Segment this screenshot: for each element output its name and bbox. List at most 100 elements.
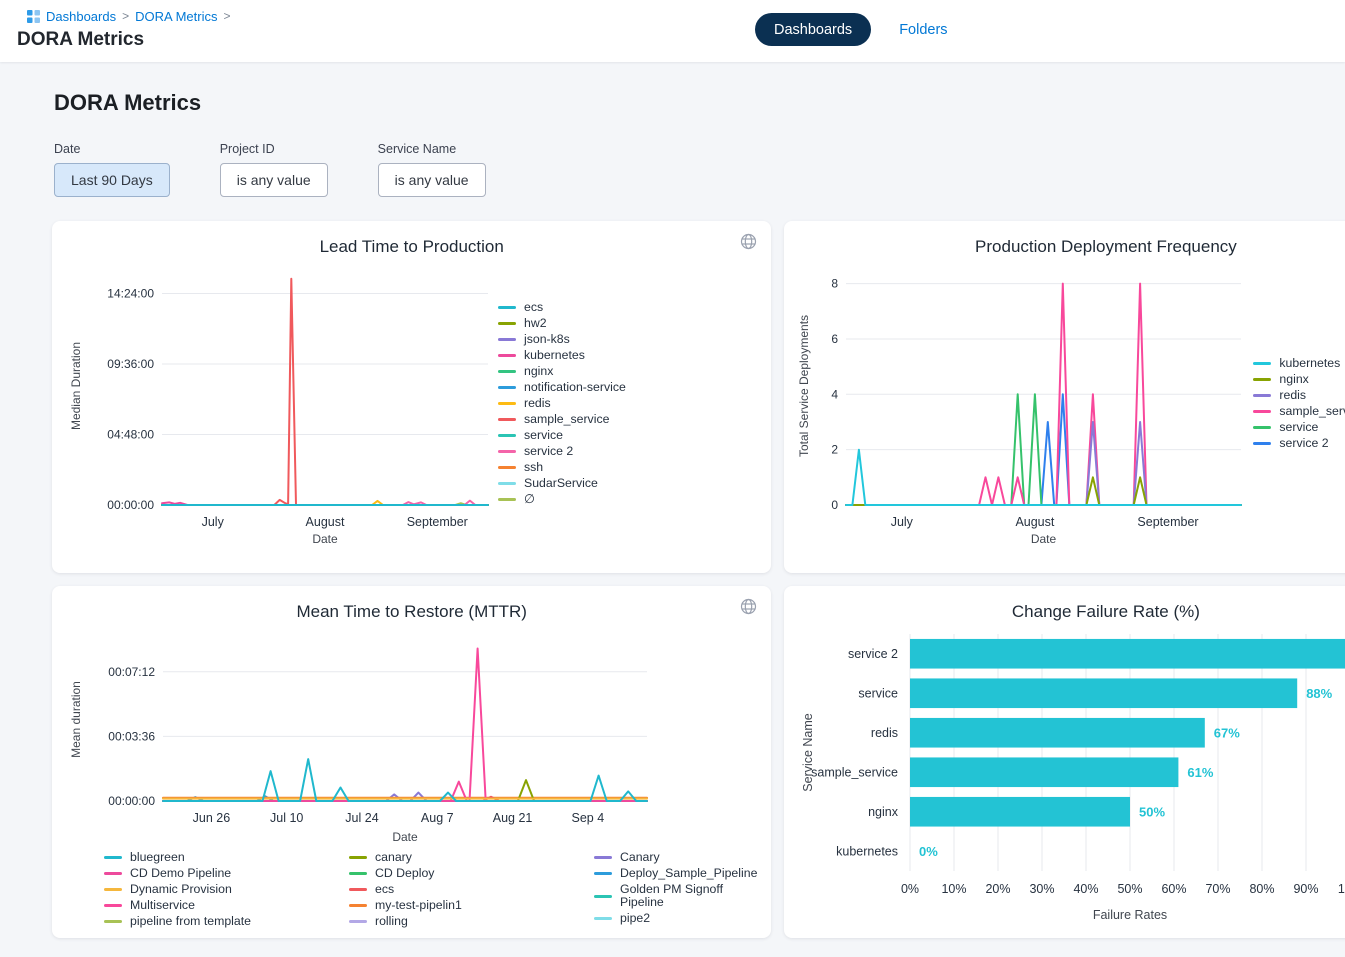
legend-item[interactable]: json-k8s <box>498 331 658 346</box>
legend-swatch <box>498 385 516 389</box>
deployment-frequency-chart[interactable]: 0 2 4 6 8 July August September Date Total Servic… <box>798 257 1253 549</box>
legend-item[interactable]: redis <box>498 396 658 410</box>
legend-swatch <box>498 433 516 437</box>
svg-text:Service Name: Service Name <box>801 713 815 792</box>
svg-text:Jul 24: Jul 24 <box>345 811 378 825</box>
legend-item[interactable]: Dynamic Provision <box>104 883 349 896</box>
legend-label: nginx <box>1279 371 1309 386</box>
svg-text:00:00:00: 00:00:00 <box>107 498 154 512</box>
page-title: DORA Metrics <box>17 29 145 50</box>
globe-icon[interactable] <box>738 231 759 255</box>
legend-item[interactable]: CD Demo Pipeline <box>104 867 349 880</box>
legend-swatch <box>349 904 367 907</box>
legend-item[interactable]: pipe2 <box>594 912 757 925</box>
svg-text:80%: 80% <box>1250 882 1275 896</box>
breadcrumb: Dashboards > DORA Metrics > <box>27 7 1321 25</box>
tab-folders[interactable]: Folders <box>899 21 948 38</box>
svg-text:Aug 21: Aug 21 <box>493 811 533 825</box>
legend-label: bluegreen <box>130 850 185 864</box>
svg-text:July: July <box>891 515 914 529</box>
legend-item[interactable]: nginx <box>498 364 658 378</box>
svg-text:redis: redis <box>871 726 898 740</box>
legend-item[interactable]: bluegreen <box>104 851 349 864</box>
legend-item[interactable]: kubernetes <box>1253 356 1345 370</box>
card-production-deployment-frequency: Production Deployment Frequency 0 2 4 6 8 Jul… <box>784 221 1345 573</box>
dashboards-grid-icon <box>27 9 40 23</box>
legend-item[interactable]: canary <box>349 851 594 864</box>
top-header: Dashboards > DORA Metrics > DORA Metrics… <box>0 0 1345 62</box>
legend-item[interactable]: SudarService <box>498 475 658 490</box>
legend-label: SudarService <box>524 475 598 490</box>
legend-label: CD Deploy <box>375 866 435 880</box>
legend-column: Canary Deploy_Sample_Pipeline Golden PM Si… <box>594 851 757 928</box>
legend-swatch <box>349 920 367 923</box>
legend-item[interactable]: Canary <box>594 851 757 864</box>
legend-item[interactable]: redis <box>1253 387 1345 402</box>
svg-text:Failure Rates: Failure Rates <box>1093 908 1167 922</box>
filter-service-name: Service Name is any value <box>377 142 486 197</box>
legend-swatch <box>1253 425 1272 429</box>
svg-text:Median Duration: Median Duration <box>69 342 83 430</box>
legend-item[interactable]: rolling <box>349 915 594 928</box>
legend-swatch <box>104 872 122 875</box>
legend-label: rolling <box>375 914 408 928</box>
legend-item[interactable]: service <box>1253 420 1345 434</box>
change-failure-rate-chart[interactable]: 0% 10% 20% 30% 40% 50% 60% 70% 80% 90% 10... servic… <box>798 622 1345 927</box>
breadcrumb-link-dora-metrics[interactable]: DORA Metrics <box>135 8 218 24</box>
svg-text:00:03:36: 00:03:36 <box>108 729 155 743</box>
legend-label: ∅ <box>524 491 535 506</box>
legend-item[interactable]: Deploy_Sample_Pipeline <box>594 867 757 880</box>
legend-swatch <box>104 920 122 923</box>
mttr-chart[interactable]: 00:00:00 00:03:36 00:07:12 Jun 26 Jul 10 Jul … <box>66 622 661 847</box>
legend-item[interactable]: my-test-pipelin1 <box>349 899 594 912</box>
legend-item[interactable]: ssh <box>498 460 658 474</box>
legend-label: sample_service <box>1279 403 1345 418</box>
legend-swatch <box>498 401 516 405</box>
breadcrumb-link-dashboards[interactable]: Dashboards <box>46 8 117 24</box>
legend-item[interactable]: nginx <box>1253 371 1345 386</box>
legend-swatch <box>498 481 516 485</box>
legend-item[interactable]: service 2 <box>498 444 658 458</box>
legend-item[interactable]: notification-service <box>498 380 658 394</box>
legend-item[interactable]: CD Deploy <box>349 867 594 880</box>
dashboard-content: DORA Metrics Date Last 90 Days Project I… <box>0 90 1345 938</box>
mttr-legend: bluegreen CD Demo Pipeline Dynamic Provisi… <box>66 851 757 928</box>
legend-label: json-k8s <box>524 331 570 346</box>
legend-item[interactable]: service <box>498 428 658 442</box>
svg-text:88%: 88% <box>1307 686 1333 701</box>
legend-item[interactable]: Multiservice <box>104 899 349 912</box>
svg-text:4: 4 <box>832 387 839 401</box>
legend-swatch <box>594 917 612 920</box>
legend-item[interactable]: ecs <box>349 883 594 896</box>
filter-project-id-label: Project ID <box>219 142 275 156</box>
legend-label: canary <box>375 850 412 864</box>
legend-item[interactable]: ecs <box>498 300 658 314</box>
svg-text:8: 8 <box>832 277 839 291</box>
filter-project-id: Project ID is any value <box>219 142 328 197</box>
dashboard-grid: Lead Time to Production 00:00:00 04:48:00… <box>52 221 1345 938</box>
svg-text:Jun 26: Jun 26 <box>193 811 231 825</box>
legend-item[interactable]: Golden PM Signoff Pipeline <box>594 883 757 909</box>
filter-date-label: Date <box>54 142 81 156</box>
svg-text:14:24:00: 14:24:00 <box>107 286 154 300</box>
legend-item[interactable]: kubernetes <box>498 348 658 362</box>
legend-item[interactable]: sample_service <box>1253 403 1345 418</box>
svg-text:Jul 10: Jul 10 <box>270 811 303 825</box>
legend-swatch <box>1253 393 1272 397</box>
legend-item[interactable]: ∅ <box>498 491 658 506</box>
legend-swatch <box>349 888 367 891</box>
legend-label: Golden PM Signoff Pipeline <box>620 882 723 909</box>
legend-item[interactable]: hw2 <box>498 316 658 330</box>
legend-label: redis <box>1279 387 1307 402</box>
legend-item[interactable]: service 2 <box>1253 436 1345 450</box>
date-filter-button[interactable]: Last 90 Days <box>54 163 170 197</box>
svg-text:service 2: service 2 <box>848 647 898 661</box>
globe-icon[interactable] <box>738 596 759 620</box>
project-id-filter-button[interactable]: is any value <box>219 163 328 197</box>
service-name-filter-button[interactable]: is any value <box>377 163 486 197</box>
legend-item[interactable]: pipeline from template <box>104 915 349 928</box>
legend-swatch <box>498 497 516 501</box>
legend-item[interactable]: sample_service <box>498 412 658 426</box>
tab-dashboards[interactable]: Dashboards <box>755 13 872 46</box>
lead-time-chart[interactable]: 00:00:00 04:48:00 09:36:00 14:24:00 July Augu… <box>66 257 498 549</box>
